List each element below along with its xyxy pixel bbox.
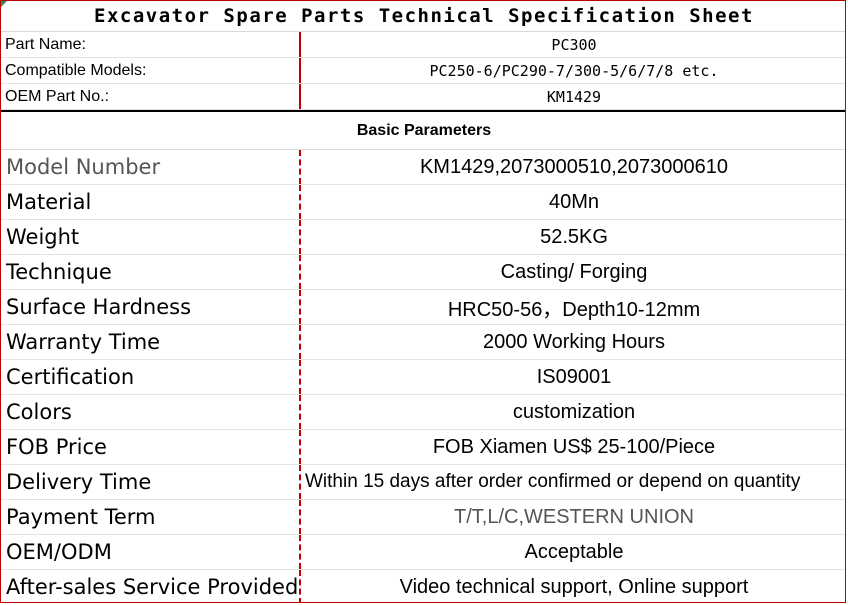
param-value: HRC50-56，Depth10-12mm — [447, 298, 701, 321]
header-value: PC250-6/PC290-7/300-5/6/7/8 etc. — [429, 61, 719, 80]
param-label: Payment Term — [1, 500, 301, 534]
param-value: Within 15 days after order confirmed or … — [305, 471, 801, 492]
header-row-compatible-models: Compatible Models: PC250-6/PC290-7/300-5… — [1, 58, 845, 84]
param-row-delivery-time: Delivery Time Within 15 days after order… — [1, 465, 845, 500]
param-label: Delivery Time — [1, 465, 301, 499]
header-label: Compatible Models: — [1, 58, 301, 83]
param-value: 52.5KG — [540, 225, 608, 248]
param-row-weight: Weight 52.5KG — [1, 220, 845, 255]
param-value: 2000 Working Hours — [483, 330, 665, 353]
param-value: Acceptable — [524, 540, 624, 563]
param-row-model-number: Model Number KM1429,2073000510,207300061… — [1, 150, 845, 185]
param-label: FOB Price — [1, 430, 301, 464]
param-row-surface-hardness: Surface Hardness HRC50-56，Depth10-12mm — [1, 290, 845, 325]
param-label: Surface Hardness — [1, 290, 301, 324]
param-row-technique: Technique Casting/ Forging — [1, 255, 845, 290]
param-value: Casting/ Forging — [500, 260, 648, 283]
header-row-part-name: Part Name: PC300 — [1, 32, 845, 58]
param-label: Model Number — [1, 150, 301, 184]
param-row-payment-term: Payment Term T/T,L/C,WESTERN UNION — [1, 500, 845, 535]
param-label: OEM/ODM — [1, 535, 301, 569]
param-label: Certification — [1, 360, 301, 394]
param-label: Weight — [1, 220, 301, 254]
header-value: KM1429 — [546, 87, 602, 106]
param-row-colors: Colors customization — [1, 395, 845, 430]
param-row-certification: Certification IS09001 — [1, 360, 845, 395]
param-row-after-sales-service: After-sales Service Provided Video techn… — [1, 570, 845, 602]
param-row-oem-odm: OEM/ODM Acceptable — [1, 535, 845, 570]
param-value: KM1429,2073000510,2073000610 — [419, 155, 729, 178]
cell-corner-marker — [1, 1, 7, 7]
param-row-fob-price: FOB Price FOB Xiamen US$ 25-100/Piece — [1, 430, 845, 465]
header-label: OEM Part No.: — [1, 84, 301, 109]
param-value: Video technical support, Online support — [399, 575, 749, 598]
section-heading: Basic Parameters — [1, 110, 845, 150]
param-row-material: Material 40Mn — [1, 185, 845, 220]
param-label: Colors — [1, 395, 301, 429]
header-value: PC300 — [551, 35, 597, 54]
param-label: After-sales Service Provided — [1, 570, 301, 602]
sheet-title: Excavator Spare Parts Technical Specific… — [1, 1, 845, 32]
param-label: Warranty Time — [1, 325, 301, 359]
param-value: FOB Xiamen US$ 25-100/Piece — [432, 435, 716, 458]
param-row-warranty-time: Warranty Time 2000 Working Hours — [1, 325, 845, 360]
header-label: Part Name: — [1, 32, 301, 57]
param-value: customization — [512, 400, 636, 423]
param-label: Material — [1, 185, 301, 219]
param-value: T/T,L/C,WESTERN UNION — [453, 505, 694, 528]
param-value: 40Mn — [548, 190, 600, 213]
header-row-oem-part-no: OEM Part No.: KM1429 — [1, 84, 845, 110]
param-label: Technique — [1, 255, 301, 289]
param-value: IS09001 — [536, 365, 612, 388]
